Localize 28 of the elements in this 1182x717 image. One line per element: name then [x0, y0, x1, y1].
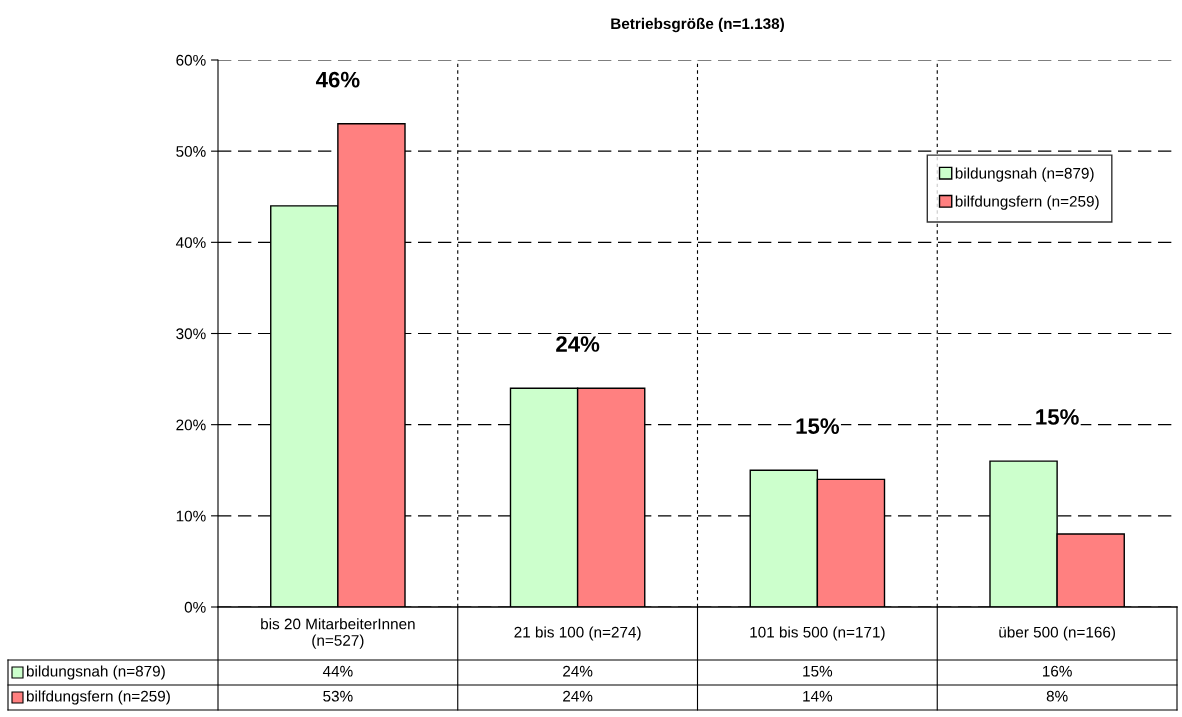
text: 8% [1046, 690, 1068, 702]
y-tick-label: 0% [184, 601, 206, 613]
x-tick-label: über 500 (n=166) [999, 626, 1115, 641]
chart-title: Betriebsgröße (n=1.138) [611, 17, 784, 33]
y-tick-label: 30% [176, 328, 206, 340]
text: 24% [563, 665, 593, 677]
y-tick-label: 60% [176, 54, 206, 66]
x-tick-label: 101 bis 500 (n=171) [750, 626, 885, 641]
y-tick-label: 20% [176, 419, 206, 431]
text: 53% [323, 690, 353, 702]
text: 14% [803, 690, 833, 702]
text: 15% [803, 665, 833, 677]
text: 24% [563, 690, 593, 702]
text: 16% [1043, 665, 1072, 677]
legend-label: bilfdungsfern (n=259) [955, 195, 1099, 210]
annotation: 15% [1036, 409, 1079, 425]
text: bilfdungsfern (n=259) [26, 690, 170, 705]
y-tick-label: 50% [176, 146, 206, 157]
x-tick-label: bis 20 MitarbeiterInnen (n=527) [261, 618, 415, 649]
annotation: 24% [556, 336, 600, 352]
y-tick-label: 40% [175, 237, 206, 249]
annotation: 15% [796, 418, 840, 434]
y-tick-label: 10% [176, 510, 206, 522]
x-tick-label: 21 bis 100 (n=274) [514, 626, 641, 641]
legend-label: bildungsnah (n=879) [955, 167, 1094, 182]
annotation: 46% [315, 71, 360, 88]
text: 44% [322, 665, 353, 677]
text: bildungsnah (n=879) [26, 665, 165, 680]
